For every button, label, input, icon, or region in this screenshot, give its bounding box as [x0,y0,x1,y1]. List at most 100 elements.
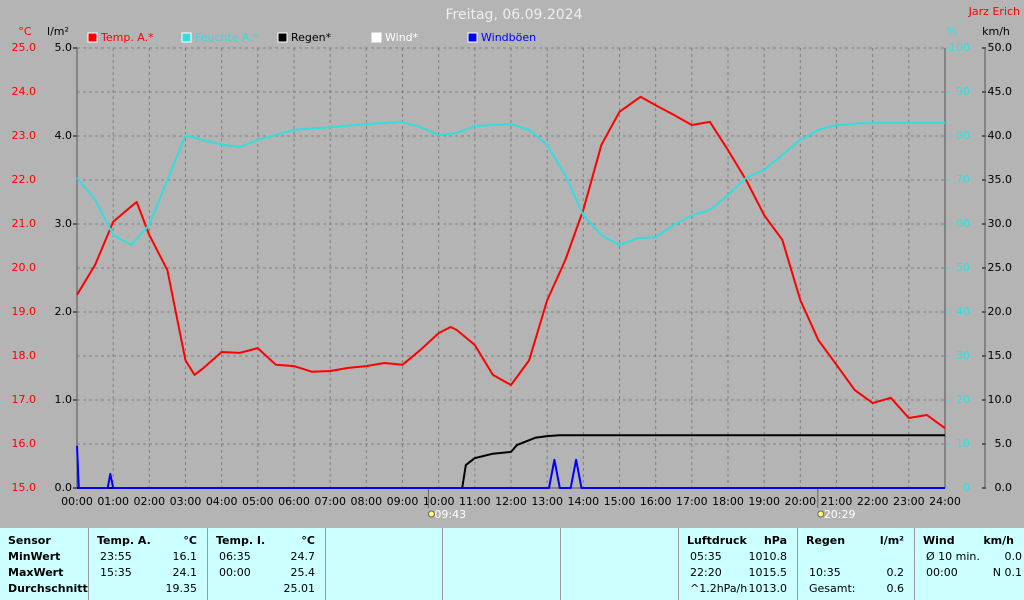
chart: Freitag, 06.09.2024 Jarz Erich °C l/m² %… [12,5,1021,521]
cell-time: Gesamt: [809,582,856,595]
y3-tick-label: 20.0 [988,305,1013,318]
chart-title: Freitag, 06.09.2024 [446,7,583,23]
cell-value: 0.2 [886,566,905,579]
series-line [76,120,945,247]
y3-tick-label: 25.0 [988,261,1013,274]
legend-swatch [87,32,98,43]
stats-table: Sensor MinWert MaxWert Durchschnitt Temp. A.… [0,528,1024,600]
y2-tick-label: 40 [956,305,970,318]
x-tick-label: 18:00 [712,495,744,508]
y2-tick-label: 80 [956,129,970,142]
section-title: Temp. A. [97,534,151,547]
legend-label: Temp. A.* [100,31,154,44]
cell-value: 24.7 [290,550,316,563]
y2-tick-label: 50 [956,261,970,274]
cell-time: 00:00 [219,566,251,579]
cell-time: Ø 10 min. [926,550,980,563]
cell-time: ^1.2hPa/h [690,582,748,595]
x-tick-label: 22:00 [857,495,889,508]
y3-unit: km/h [982,25,1010,38]
y2-tick-label: 100 [949,41,970,54]
legend-swatch [467,32,478,43]
y3-tick-label: 35.0 [988,173,1013,186]
x-tick-label: 05:00 [242,495,274,508]
y2-tick-label: 70 [956,173,970,186]
y2-tick-label: 60 [956,217,970,230]
series-line [76,95,946,430]
legend-swatch [181,32,192,43]
x-tick-label: 02:00 [133,495,165,508]
y3-tick-label: 0.0 [995,481,1013,494]
y3-tick-label: 15.0 [988,349,1013,362]
cell-value: 1013.0 [748,582,788,595]
column-separator [797,528,798,600]
cell-value: 1015.5 [748,566,788,579]
x-tick-label: 23:00 [893,495,925,508]
cell-value: 24.1 [172,566,198,579]
sun-marker-label: 20:29 [824,508,856,521]
legend-swatch [371,32,382,43]
row-label: MinWert [8,550,61,563]
x-tick-label: 20:00 [784,495,816,508]
cell-time: 23:55 [100,550,132,563]
cell-value: 25.01 [283,582,316,595]
column-separator [914,528,915,600]
series-line [77,434,945,489]
x-tick-label: 13:00 [531,495,563,508]
legend-label: Windböen [481,31,536,44]
y-tick-label: 19.0 [12,305,37,318]
legend-label: Wind* [385,31,419,44]
y3-tick-label: 10.0 [988,393,1013,406]
y-tick-label: 22.0 [12,173,37,186]
x-tick-label: 08:00 [350,495,382,508]
x-tick-label: 14:00 [567,495,599,508]
y2-tick-label: 30 [956,349,970,362]
x-tick-label: 06:00 [278,495,310,508]
sun-icon [427,510,435,518]
legend-swatch [277,32,288,43]
y-unit: °C [18,25,32,38]
cell-value: 16.1 [172,550,198,563]
y2-tick-label: 0 [963,481,970,494]
section-unit: hPa [763,534,787,547]
column-separator [560,528,561,600]
cell-value: 25.4 [290,566,316,579]
legend-label: Regen* [291,31,332,44]
cell-time: 00:00 [926,566,958,579]
section-title: Wind [923,534,955,547]
x-tick-label: 07:00 [314,495,346,508]
y2-unit: % [947,25,957,38]
section-unit: °C [301,534,315,547]
section-unit: °C [183,534,197,547]
section-title: Temp. I. [216,534,266,547]
x-tick-label: 16:00 [640,495,672,508]
y-tick-label: 23.0 [12,129,37,142]
cell-time: 06:35 [219,550,251,563]
y3-tick-label: 5.0 [995,437,1013,450]
cell-value: 0.0 [1004,550,1023,563]
x-tick-label: 11:00 [459,495,491,508]
y-rain-tick-label: 2.0 [55,305,73,318]
x-tick-label: 09:00 [387,495,419,508]
x-tick-label: 24:00 [929,495,961,508]
y-tick-label: 25.0 [12,41,37,54]
x-tick-label: 04:00 [206,495,238,508]
legend-label: Feuchte A.* [195,31,259,44]
y-tick-label: 24.0 [12,85,37,98]
y-rain-tick-label: 5.0 [55,41,73,54]
section-unit: km/h [983,534,1014,547]
y-tick-label: 18.0 [12,349,37,362]
y3-tick-label: 50.0 [988,41,1013,54]
cell-time: 05:35 [690,550,722,563]
section-title: Regen [806,534,846,547]
y-tick-label: 17.0 [12,393,37,406]
x-tick-label: 10:00 [423,495,455,508]
x-tick-label: 12:00 [495,495,527,508]
y2-tick-label: 10 [956,437,970,450]
cell-time: 22:20 [690,566,722,579]
column-separator [442,528,443,600]
column-separator [678,528,679,600]
cell-value: N 0.1 [992,566,1022,579]
cell-time: 15:35 [100,566,132,579]
